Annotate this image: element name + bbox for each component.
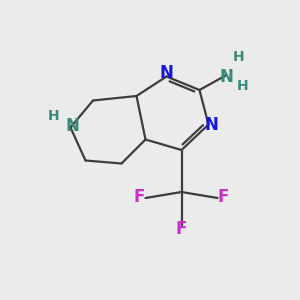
Text: F: F (218, 188, 229, 206)
Text: N: N (160, 64, 173, 82)
Text: F: F (134, 188, 145, 206)
Text: H: H (48, 109, 60, 122)
Text: F: F (176, 220, 187, 238)
Text: N: N (65, 117, 79, 135)
Text: N: N (205, 116, 218, 134)
Text: H: H (233, 50, 244, 64)
Text: H: H (237, 79, 249, 92)
Text: N: N (220, 68, 233, 85)
